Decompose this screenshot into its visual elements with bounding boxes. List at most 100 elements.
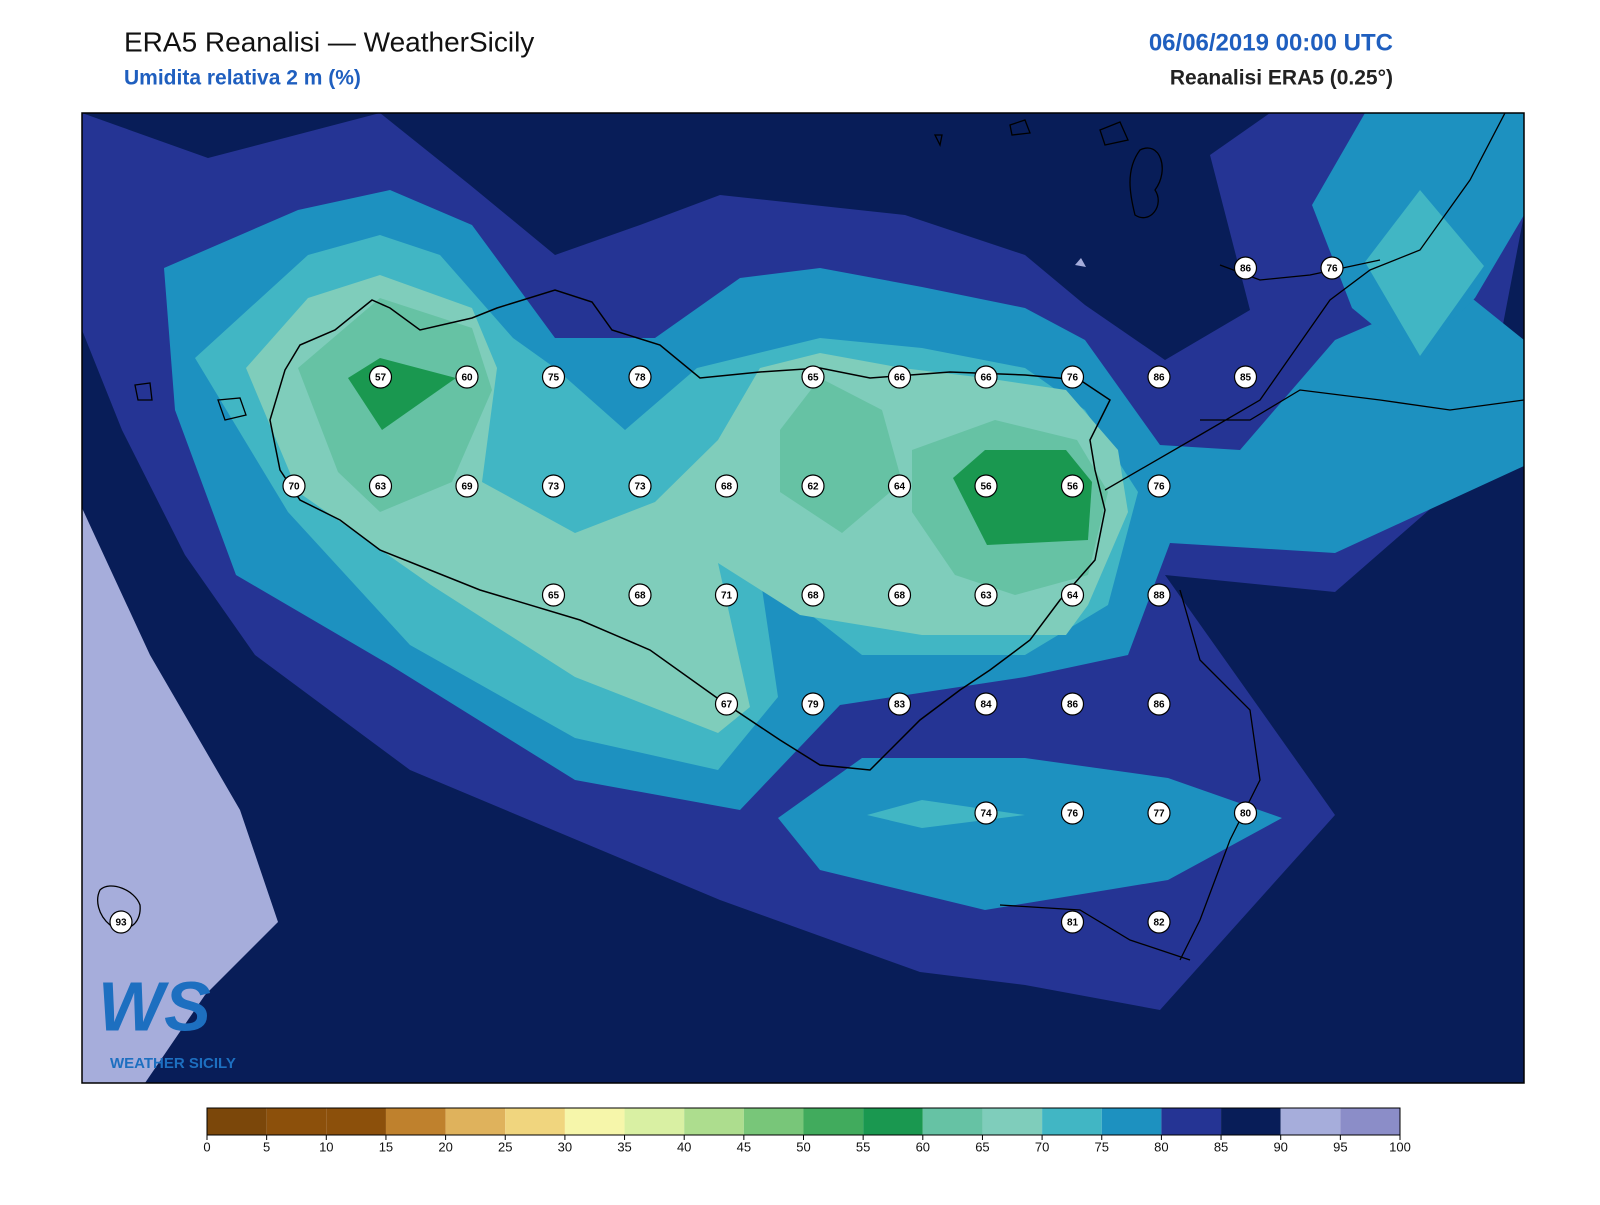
station-value: 81 <box>1067 918 1079 929</box>
colorbar: 0 5 10 15 20 25 30 35 40 45 50 55 60 65 70 75 80 85 90 95 10… <box>203 1107 1411 1154</box>
station-marker <box>455 365 479 389</box>
station-value: 68 <box>807 591 819 602</box>
station-marker <box>1147 474 1171 498</box>
colorbar-tick-label: 40 <box>677 1139 691 1154</box>
station-marker <box>541 365 566 389</box>
colorbar-tick-label: 95 <box>1333 1139 1347 1154</box>
colorbar-swatch <box>1340 1108 1400 1135</box>
station-value: 86 <box>1153 373 1165 384</box>
station-marker <box>887 692 912 716</box>
station-marker <box>974 474 998 498</box>
station-value: 80 <box>1240 809 1252 820</box>
station-marker <box>628 365 652 389</box>
station-value: 66 <box>894 373 906 384</box>
station-marker <box>974 365 998 389</box>
station-value: 71 <box>721 591 733 602</box>
coastline-malta-area <box>999 589 1261 961</box>
colorbar-swatch <box>624 1108 685 1135</box>
station-marker <box>1233 801 1258 825</box>
station-value: 60 <box>461 373 473 384</box>
station-value: 67 <box>721 700 733 711</box>
field-90-95 <box>82 508 278 1083</box>
station-marker <box>714 474 739 498</box>
colorbar-swatch <box>385 1108 446 1135</box>
station-value: 85 <box>1240 373 1252 384</box>
colorbar-swatch <box>863 1108 923 1135</box>
title: ERA5 Reanalisi — WeatherSicily <box>124 26 534 57</box>
station-value: 73 <box>634 482 646 493</box>
colorbar-tick-label: 60 <box>916 1139 930 1154</box>
station-value: 68 <box>634 591 646 602</box>
station-value: 73 <box>548 482 560 493</box>
station-marker <box>974 801 998 825</box>
colorbar-swatch <box>1280 1108 1341 1135</box>
field-70-75-se <box>867 800 1025 828</box>
station-value: 63 <box>375 482 387 493</box>
station-marker <box>1147 801 1171 825</box>
logo-name: WEATHER SICILY <box>110 1055 236 1072</box>
station-value: 75 <box>548 373 560 384</box>
station-value: 93 <box>115 918 127 929</box>
station-marker <box>801 474 825 498</box>
station-marker <box>541 474 566 498</box>
station-marker <box>1060 801 1085 825</box>
station-marker <box>801 365 825 389</box>
field-55-60-e <box>953 450 1092 545</box>
station-value: 86 <box>1067 700 1079 711</box>
colorbar-swatch <box>1221 1108 1281 1135</box>
station-marker <box>1147 692 1171 716</box>
colorbar-swatch <box>1101 1108 1162 1135</box>
colorbar-tick-label: 0 <box>203 1139 210 1154</box>
colorbar-swatch <box>1161 1108 1222 1135</box>
station-marker <box>368 365 393 389</box>
station-marker <box>1060 583 1085 607</box>
station-marker <box>109 910 133 934</box>
station-value: 88 <box>1153 591 1165 602</box>
colorbar-swatch <box>743 1108 804 1135</box>
colorbar-tick-label: 85 <box>1214 1139 1228 1154</box>
colorbar-swatch <box>982 1108 1043 1135</box>
station-marker <box>1060 474 1085 498</box>
station-value: 64 <box>894 482 906 493</box>
map-frame <box>81 112 1525 1084</box>
colorbar-swatch <box>505 1108 565 1135</box>
station-value: 86 <box>1240 264 1252 275</box>
station-value: 77 <box>1153 809 1165 820</box>
station-marker <box>628 583 652 607</box>
logo: WS WEATHER SICILY <box>98 967 236 1071</box>
station-marker <box>282 474 306 498</box>
station-value: 68 <box>894 591 906 602</box>
colorbar-tick-label: 15 <box>379 1139 393 1154</box>
colorbar-tick-label: 65 <box>975 1139 989 1154</box>
station-value: 65 <box>807 373 819 384</box>
station-marker <box>1147 583 1171 607</box>
colorbar-swatch <box>1042 1108 1102 1135</box>
station-value: 70 <box>288 482 300 493</box>
station-marker <box>887 583 912 607</box>
colorbar-tick-label: 35 <box>617 1139 631 1154</box>
station-value: 64 <box>1067 591 1079 602</box>
colorbar-swatch <box>207 1108 267 1135</box>
station-marker <box>628 474 652 498</box>
colorbar-tick-label: 45 <box>737 1139 751 1154</box>
colorbar-tick-label: 5 <box>263 1139 270 1154</box>
station-value: 79 <box>807 700 819 711</box>
field-75-80-se <box>778 758 1282 910</box>
colorbar-tick-label: 30 <box>558 1139 572 1154</box>
station-marker <box>1233 365 1258 389</box>
station-value: 69 <box>461 482 473 493</box>
station-value: 82 <box>1153 918 1165 929</box>
station-value: 86 <box>1153 700 1165 711</box>
station-marker <box>368 474 393 498</box>
colorbar-swatch <box>922 1108 983 1135</box>
station-marker <box>714 692 739 716</box>
colorbar-tick-label: 20 <box>438 1139 452 1154</box>
station-marker <box>1060 365 1085 389</box>
station-value: 57 <box>375 373 387 384</box>
colorbar-tick-label: 10 <box>319 1139 333 1154</box>
source: Reanalisi ERA5 (0.25°) <box>1170 67 1393 90</box>
colorbar-tick-label: 25 <box>498 1139 512 1154</box>
station-value: 74 <box>980 809 992 820</box>
